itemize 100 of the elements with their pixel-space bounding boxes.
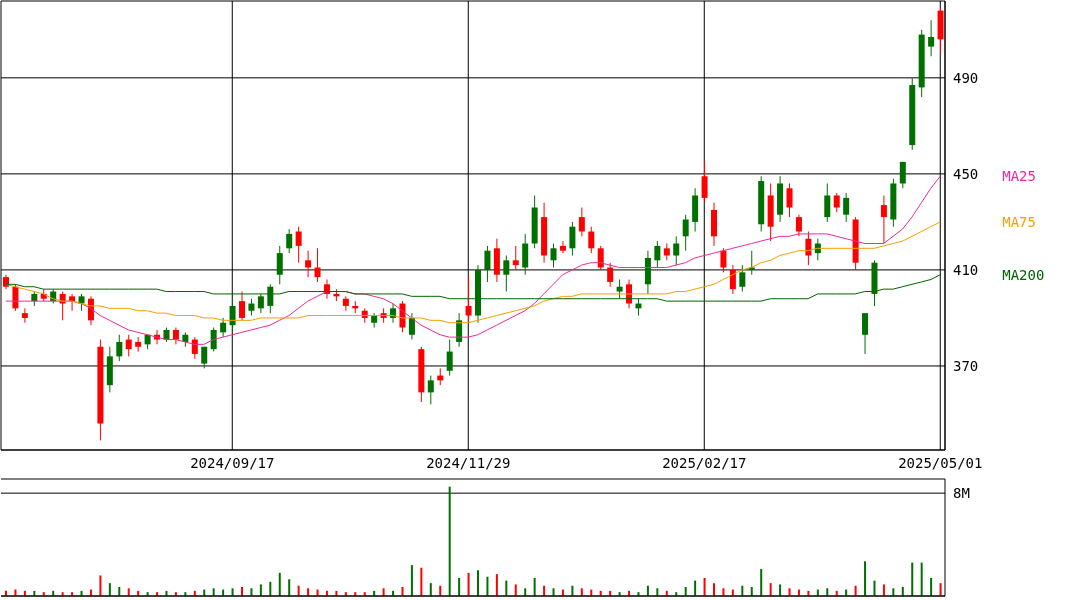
candlestick (21, 307, 28, 324)
candlestick (833, 192, 840, 213)
bar (524, 588, 527, 596)
y-tick-label: 370 (953, 357, 979, 374)
bar (259, 584, 262, 596)
x-tick-label: 2025/05/01 (898, 454, 983, 471)
y-tick-label: 450 (953, 165, 979, 182)
bar (278, 572, 281, 596)
candlestick (673, 235, 680, 266)
bar (467, 572, 470, 596)
bar (486, 576, 489, 596)
y-tick-label: 490 (953, 69, 979, 86)
candlestick (880, 194, 887, 245)
bar (769, 583, 772, 596)
candlestick (899, 161, 906, 189)
bar (864, 561, 867, 596)
bar (911, 562, 914, 596)
candlestick (824, 182, 831, 223)
bar (505, 580, 508, 596)
bar (429, 583, 432, 596)
candlestick (239, 291, 245, 321)
candlestick (465, 274, 472, 324)
candlestick (569, 221, 576, 257)
bar (788, 588, 791, 596)
candlestick (503, 255, 510, 293)
candlestick (484, 245, 491, 283)
candlestick (295, 226, 302, 264)
bar (250, 588, 253, 596)
bar (930, 578, 933, 596)
bar (514, 584, 517, 596)
candlestick (795, 214, 802, 237)
candlestick (446, 339, 453, 377)
text: MA75 (1002, 213, 1036, 230)
bar (477, 570, 479, 596)
bar (694, 580, 697, 596)
candlestick (229, 298, 236, 331)
candlestick (720, 247, 727, 273)
bar (939, 583, 942, 596)
candlestick (597, 245, 604, 271)
bar (722, 588, 725, 596)
bar (307, 588, 310, 596)
candlestick (559, 240, 566, 254)
bar (231, 588, 234, 596)
candlestick (210, 327, 217, 353)
bar (448, 486, 451, 596)
bar (580, 588, 583, 596)
candlestick (654, 240, 661, 269)
bar (760, 569, 763, 596)
candlestick (286, 228, 293, 254)
candlestick (550, 243, 557, 269)
candlestick (843, 192, 850, 223)
candlestick (578, 206, 585, 237)
text: MA25 (1002, 168, 1036, 185)
candlestick (69, 293, 76, 312)
candlestick (427, 375, 434, 405)
candlestick (928, 19, 935, 57)
bar (533, 578, 536, 596)
bar (410, 565, 413, 596)
bar (826, 588, 829, 596)
candlestick (390, 303, 397, 324)
candlestick (116, 334, 123, 362)
bar (920, 562, 923, 596)
candlestick (408, 312, 415, 341)
candlestick (191, 336, 198, 360)
bar (99, 575, 102, 596)
candlestick (305, 250, 312, 278)
bar (127, 588, 130, 596)
candlestick (276, 245, 283, 285)
bar (269, 581, 272, 596)
y-tick-label: 8M (953, 485, 970, 502)
bar (656, 588, 659, 596)
bar (420, 567, 423, 596)
x-tick-label: 2025/02/17 (662, 454, 747, 471)
candlestick (701, 161, 708, 204)
candlestick (456, 312, 463, 348)
bar (495, 574, 498, 596)
bar (892, 588, 895, 596)
bar (288, 579, 291, 596)
candlestick (739, 264, 746, 293)
bar (108, 583, 111, 596)
y-tick-label: 410 (953, 261, 979, 278)
candlestick (805, 231, 812, 266)
candlestick (862, 312, 869, 355)
candlestick (607, 262, 614, 288)
x-tick-label: 2024/09/17 (190, 454, 275, 471)
bar (212, 588, 215, 596)
bar (703, 578, 706, 596)
bar (382, 588, 385, 596)
bar (779, 584, 782, 596)
bar (873, 580, 876, 596)
candlestick (729, 264, 736, 295)
candlestick (125, 334, 132, 357)
bar (713, 583, 715, 596)
candlestick (323, 279, 330, 300)
bar (458, 578, 461, 596)
bar (552, 588, 555, 596)
candlestick (588, 226, 595, 254)
candlestick (314, 247, 321, 283)
x-tick-label: 2024/11/29 (426, 454, 511, 471)
candlestick (220, 317, 227, 338)
